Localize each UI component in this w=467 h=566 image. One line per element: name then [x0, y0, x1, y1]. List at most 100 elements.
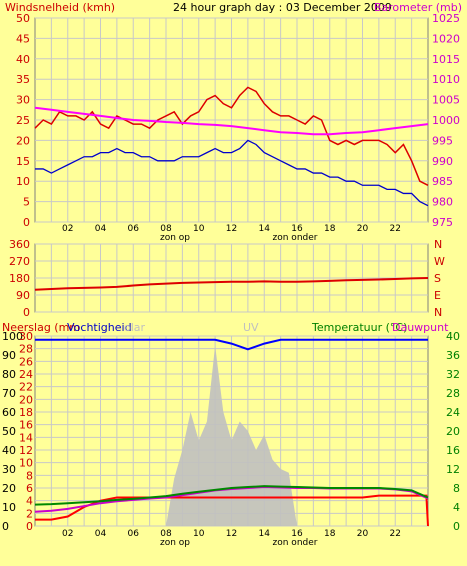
rain-tick-label: 24	[19, 368, 33, 381]
wind-speed-tick-labels: 0 5 10 15 20 25 30 35 40 45 50	[16, 12, 30, 229]
dewpoint-axis-label: Dauwpunt	[392, 321, 449, 334]
hour-tick-label: 08	[160, 224, 172, 234]
bottom-panel-series	[34, 338, 429, 527]
temperature-tick-label: 28	[446, 387, 460, 400]
direction-tick-label: 180	[9, 272, 30, 285]
barometer-tick-label: 980	[432, 196, 453, 209]
compass-letter: E	[434, 289, 441, 302]
temperature-tick-labels: 0 4 8 12 16 20 24 28 32 36 40	[446, 330, 460, 533]
barometer-tick-label: 985	[432, 175, 453, 188]
sunrise-label: zon op	[160, 233, 190, 243]
wind-direction-grid	[35, 243, 428, 313]
compass-letter: N	[434, 306, 442, 319]
uv-axis-label: UV	[243, 321, 259, 334]
percent-tick-label: 10	[2, 501, 16, 514]
temperature-axis-label: Temperatuur (°C)	[311, 321, 407, 334]
barometer-tick-label: 1000	[432, 114, 460, 127]
temperature-tick-label: 32	[446, 368, 460, 381]
sunset-label: zon onder	[273, 233, 318, 243]
temperature-tick-label: 40	[446, 330, 460, 343]
hour-tick-label: 14	[259, 529, 271, 539]
temperature-tick-label: 36	[446, 349, 460, 362]
rain-tick-label: 26	[19, 355, 33, 368]
compass-letter: N	[434, 238, 442, 251]
rain-tick-label: 14	[19, 431, 33, 444]
hour-tick-label: 08	[160, 529, 172, 539]
barometer-axis-label: Barometer (mb)	[374, 1, 462, 14]
temperature-line	[34, 485, 429, 506]
temperature-tick-label: 12	[446, 463, 460, 476]
rain-tick-label: 22	[19, 381, 33, 394]
wind-direction-series	[34, 277, 429, 291]
barometer-tick-label: 990	[432, 155, 453, 168]
percent-tick-label: 80	[2, 368, 16, 381]
hour-tick-label: 22	[390, 224, 401, 234]
hour-tick-label: 02	[62, 224, 73, 234]
barometer-tick-label: 1010	[432, 73, 460, 86]
wind-speed-tick-label: 40	[16, 53, 30, 66]
percent-tick-label: 60	[2, 406, 16, 419]
percent-tick-label: 100	[2, 330, 23, 343]
hour-tick-label: 12	[226, 224, 237, 234]
graph-title: 24 hour graph day : 03 December 2009	[173, 1, 392, 14]
rain-tick-label: 10	[19, 457, 33, 470]
wind-average-line	[35, 139, 429, 207]
hour-tick-label: 10	[193, 529, 205, 539]
rain-tick-label: 30	[19, 330, 33, 343]
hour-tick-label: 12	[226, 529, 237, 539]
compass-letter: S	[434, 272, 441, 285]
rain-tick-label: 28	[19, 343, 33, 356]
rain-tick-label: 4	[26, 495, 33, 508]
hour-tick-label: 06	[128, 224, 140, 234]
wind-direction-tick-labels: 0 90 180 270 360	[9, 238, 30, 319]
rain-tick-label: 18	[19, 406, 33, 419]
hour-tick-label: 20	[357, 529, 369, 539]
hour-tick-label: 20	[357, 224, 369, 234]
temperature-tick-label: 24	[446, 406, 460, 419]
barometer-tick-label: 1005	[432, 94, 460, 107]
hour-tick-label: 18	[324, 529, 336, 539]
temperature-tick-label: 0	[453, 520, 460, 533]
wind-speed-tick-label: 35	[16, 73, 30, 86]
wind-direction-line	[34, 277, 429, 291]
wind-gust-line	[34, 86, 429, 186]
direction-tick-label: 90	[16, 289, 30, 302]
sunrise-label-bottom: zon op	[160, 538, 190, 548]
percent-tick-label: 0	[2, 520, 9, 533]
hour-tick-label: 10	[193, 224, 205, 234]
percent-tick-label: 30	[2, 463, 16, 476]
wind-speed-tick-label: 30	[16, 94, 30, 107]
wind-panel-series	[34, 86, 429, 207]
wind-speed-tick-label: 25	[16, 114, 30, 127]
barometer-tick-label: 995	[432, 134, 453, 147]
percent-tick-labels: 0 10 20 30 40 50 60 70 80 90 100	[2, 330, 23, 533]
humidity-axis-label: Vochtigheid	[67, 321, 132, 334]
rain-axis-label: Neerslag (mm	[2, 321, 80, 334]
percent-tick-label: 70	[2, 387, 16, 400]
direction-tick-label: 270	[9, 255, 30, 268]
hour-tick-label: 06	[128, 529, 140, 539]
humidity-line	[35, 338, 428, 351]
rain-tick-label: 0	[26, 520, 33, 533]
compass-letter: W	[434, 255, 445, 268]
hour-tick-label: 14	[259, 224, 271, 234]
temperature-tick-label: 20	[446, 425, 460, 438]
barometer-tick-label: 1020	[432, 32, 460, 45]
wind-speed-axis-label: Windsnelheid (kmh)	[5, 1, 115, 14]
temperature-tick-label: 8	[453, 482, 460, 495]
hour-tick-label: 18	[324, 224, 336, 234]
barometer-tick-label: 1015	[432, 53, 460, 66]
wind-speed-tick-label: 10	[16, 175, 30, 188]
rain-tick-label: 12	[19, 444, 33, 457]
barometer-line	[34, 106, 429, 136]
percent-tick-label: 20	[2, 482, 16, 495]
hour-tick-label: 16	[291, 224, 303, 234]
hour-tick-label: 04	[95, 529, 107, 539]
barometer-tick-label: 1025	[432, 12, 460, 25]
